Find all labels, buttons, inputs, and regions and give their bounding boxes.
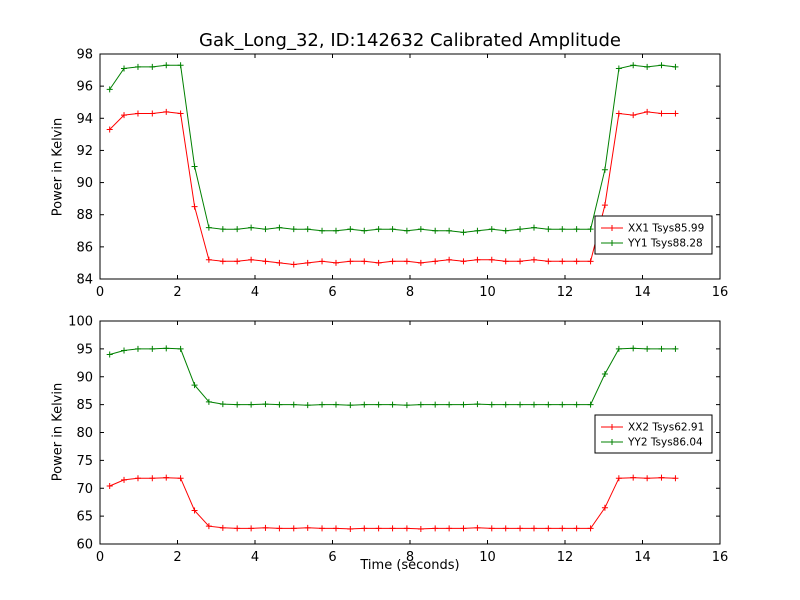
svg-text:60: 60 <box>76 538 93 553</box>
svg-text:94: 94 <box>76 112 93 127</box>
svg-text:88: 88 <box>76 208 93 223</box>
svg-text:65: 65 <box>76 510 93 525</box>
svg-text:16: 16 <box>712 285 729 300</box>
svg-text:10: 10 <box>479 550 496 565</box>
svg-text:8: 8 <box>406 550 414 565</box>
svg-text:XX1 Tsys85.99: XX1 Tsys85.99 <box>628 223 704 235</box>
svg-text:80: 80 <box>76 426 93 441</box>
svg-text:12: 12 <box>557 550 574 565</box>
svg-text:70: 70 <box>76 482 93 497</box>
svg-text:0: 0 <box>96 550 104 565</box>
chart-title: Gak_Long_32, ID:142632 Calibrated Amplit… <box>199 30 621 51</box>
svg-text:12: 12 <box>557 285 574 300</box>
svg-text:4: 4 <box>251 550 259 565</box>
svg-text:84: 84 <box>76 273 93 288</box>
svg-text:98: 98 <box>76 48 93 63</box>
svg-text:YY1 Tsys88.28: YY1 Tsys88.28 <box>627 238 703 250</box>
svg-text:0: 0 <box>96 285 104 300</box>
svg-text:95: 95 <box>76 342 93 357</box>
svg-text:6: 6 <box>328 285 336 300</box>
svg-text:96: 96 <box>76 80 93 95</box>
svg-text:92: 92 <box>76 144 93 159</box>
svg-text:85: 85 <box>76 398 93 413</box>
svg-text:14: 14 <box>634 285 651 300</box>
legend: XX1 Tsys85.99 YY1 Tsys88.28 <box>594 215 713 255</box>
svg-text:2: 2 <box>173 285 181 300</box>
svg-text:100: 100 <box>68 315 93 330</box>
svg-text:YY2 Tsys86.04: YY2 Tsys86.04 <box>627 437 703 449</box>
svg-text:8: 8 <box>406 285 414 300</box>
svg-text:86: 86 <box>76 240 93 255</box>
legend: XX2 Tsys62.91 YY2 Tsys86.04 <box>594 414 713 454</box>
svg-text:14: 14 <box>634 550 651 565</box>
svg-text:4: 4 <box>251 285 259 300</box>
svg-text:10: 10 <box>479 285 496 300</box>
svg-text:90: 90 <box>76 176 93 191</box>
svg-text:90: 90 <box>76 370 93 385</box>
svg-text:2: 2 <box>173 550 181 565</box>
svg-text:XX2 Tsys62.91: XX2 Tsys62.91 <box>628 422 704 434</box>
svg-text:6: 6 <box>328 550 336 565</box>
xlabel: Time (seconds) <box>360 558 460 573</box>
svg-text:75: 75 <box>76 454 93 469</box>
svg-text:16: 16 <box>712 550 729 565</box>
